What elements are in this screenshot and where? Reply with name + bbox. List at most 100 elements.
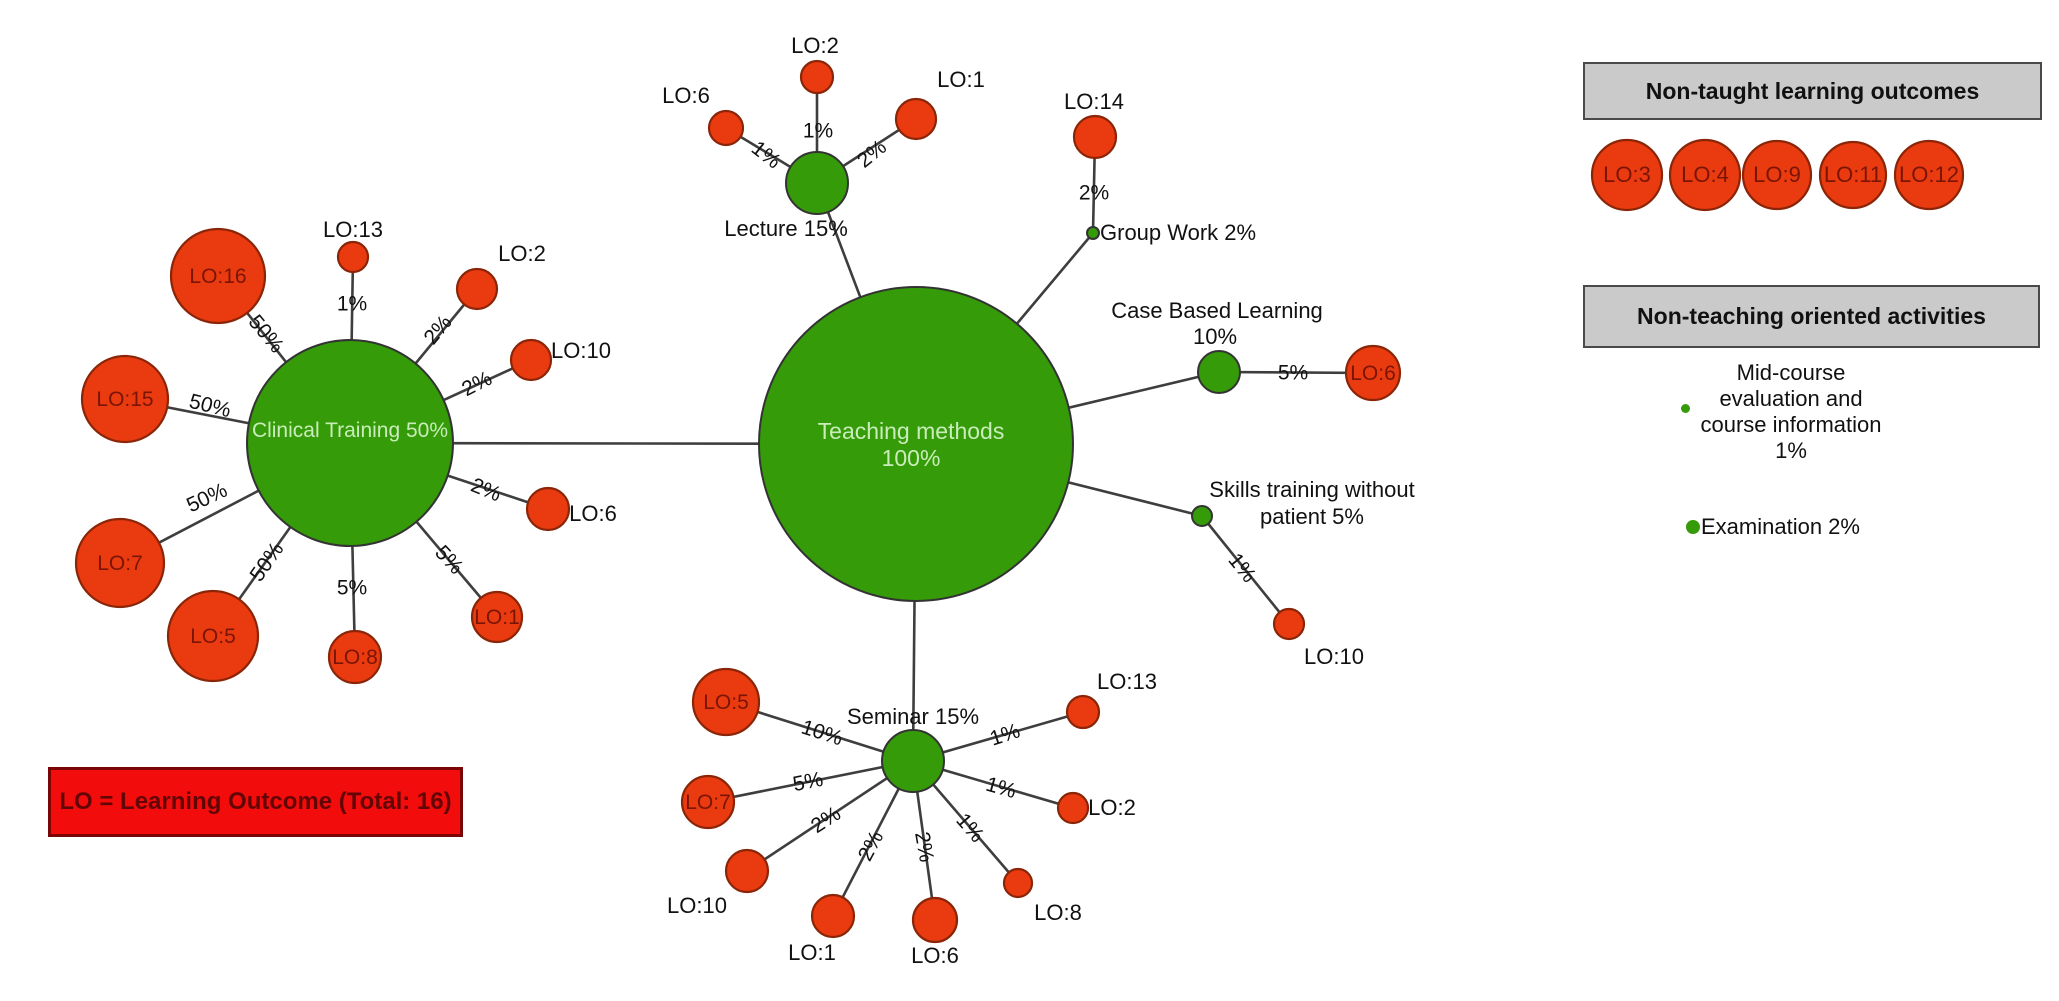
mid-course-line-3: course information bbox=[1700, 412, 1882, 437]
node-label-lec-lo2: LO:2 bbox=[791, 33, 839, 58]
node-case-based-learning bbox=[1197, 350, 1241, 394]
node-sem-lo10 bbox=[724, 848, 770, 894]
node-lec-lo6 bbox=[707, 109, 745, 147]
node-label-ct-lo5: LO:5 bbox=[190, 625, 236, 648]
edge-label-seminar-lo6: 2% bbox=[910, 830, 938, 864]
edge-label-cbl-lo6: 5% bbox=[1278, 362, 1308, 385]
node-label-gw-lo14: LO:14 bbox=[1064, 89, 1124, 114]
edge-label-seminar-lo7: 5% bbox=[791, 768, 825, 796]
node-label-teaching: Teaching methods bbox=[818, 418, 1005, 444]
legend-item-mid-course-evaluation: Mid-course evaluation and course informa… bbox=[1650, 360, 1950, 470]
node-label-legend-lo3: LO:3 bbox=[1603, 162, 1651, 187]
node-label-ct-lo15: LO:15 bbox=[96, 388, 153, 411]
edge-label-clinical-lo8: 5% bbox=[337, 577, 367, 600]
mid-course-line-4: 1% bbox=[1775, 438, 1807, 463]
node-label-cbl-lo6: LO:6 bbox=[1350, 362, 1396, 385]
node-label-group-work: Group Work 2% bbox=[1100, 220, 1256, 245]
node-ct-lo8 bbox=[327, 629, 383, 685]
node-label-sem-lo5: LO:5 bbox=[703, 691, 749, 714]
learning-outcome-note-box: LO = Learning Outcome (Total: 16) bbox=[48, 767, 463, 837]
node-sem-lo1 bbox=[810, 893, 856, 939]
node-sem-lo5 bbox=[691, 667, 761, 737]
node-sem-lo6 bbox=[911, 896, 959, 944]
node-ct-lo16 bbox=[169, 227, 267, 325]
node-legend-lo12 bbox=[1893, 139, 1965, 211]
node-clinical-training bbox=[246, 339, 454, 547]
node-label-seminar: Seminar 15% bbox=[847, 704, 979, 729]
node-legend-lo3 bbox=[1590, 138, 1664, 212]
node-label-ct-lo8: LO:8 bbox=[332, 646, 378, 669]
node-label-ct-lo13: LO:13 bbox=[323, 217, 383, 242]
edge-label-seminar-lo13: 1% bbox=[987, 719, 1023, 750]
node-label-clinical-training: Clinical Training 50% bbox=[252, 419, 448, 442]
node-ct-lo10 bbox=[509, 338, 553, 382]
node-seminar bbox=[881, 729, 945, 793]
node-label-legend-lo9: LO:9 bbox=[1753, 162, 1801, 187]
node-label-case-based-learning-2: 10% bbox=[1193, 324, 1237, 349]
edge-label-clinical-lo13: 1% bbox=[337, 293, 367, 316]
edge-label-seminar-lo2: 1% bbox=[983, 773, 1019, 803]
node-label-ct-lo6: LO:6 bbox=[569, 501, 617, 526]
examination-dot-icon bbox=[1686, 520, 1700, 534]
node-label-ct-lo16: LO:16 bbox=[189, 265, 246, 288]
node-legend-lo4 bbox=[1668, 138, 1742, 212]
node-label-sem-lo6: LO:6 bbox=[911, 943, 959, 968]
node-label-st-lo10: LO:10 bbox=[1304, 644, 1364, 669]
node-sem-lo8 bbox=[1002, 867, 1034, 899]
edge-label-clinical-lo5: 50% bbox=[246, 538, 289, 586]
node-ct-lo7 bbox=[74, 517, 166, 609]
node-ct-lo13 bbox=[336, 240, 370, 274]
legend-non-teaching-title: Non-teaching oriented activities bbox=[1637, 303, 1986, 329]
legend-non-taught-title: Non-taught learning outcomes bbox=[1645, 77, 1980, 104]
node-label-legend-lo12: LO:12 bbox=[1899, 162, 1959, 187]
node-label-lec-lo6: LO:6 bbox=[662, 83, 710, 108]
edge-label-seminar-lo5: 10% bbox=[798, 716, 845, 751]
node-sem-lo2 bbox=[1056, 791, 1090, 825]
node-label-lec-lo1: LO:1 bbox=[937, 67, 985, 92]
mid-course-line-1: Mid-course bbox=[1736, 360, 1846, 385]
mid-course-dot-icon bbox=[1681, 404, 1690, 413]
node-group-work bbox=[1086, 226, 1100, 240]
learning-outcome-note-label: LO = Learning Outcome (Total: 16) bbox=[59, 788, 452, 815]
node-skills-training bbox=[1191, 505, 1213, 527]
node-label-skills-training-2: patient 5% bbox=[1260, 504, 1364, 529]
mid-course-line-2: evaluation and bbox=[1719, 386, 1863, 411]
node-label-sem-lo7: LO:7 bbox=[685, 791, 731, 814]
node-label-legend-lo11: LO:11 bbox=[1824, 162, 1882, 187]
node-label-ct-lo10: LO:10 bbox=[551, 338, 611, 363]
node-teaching bbox=[758, 286, 1074, 602]
node-ct-lo5 bbox=[166, 589, 260, 683]
node-ct-lo2 bbox=[455, 267, 499, 311]
node-label-sem-lo13: LO:13 bbox=[1097, 669, 1157, 694]
node-label-ct-lo1: LO:1 bbox=[474, 606, 520, 629]
node-label-ct-lo7: LO:7 bbox=[97, 552, 143, 575]
node-label-teaching-2: 100% bbox=[882, 445, 941, 471]
edge-label-lecture-lo6: 1% bbox=[747, 137, 785, 174]
node-label-sem-lo1: LO:1 bbox=[788, 940, 836, 965]
examination-label: Examination 2% bbox=[1701, 514, 1860, 539]
edge-label-clinical-lo10: 2% bbox=[458, 367, 495, 401]
edge-label-clinical-lo7: 50% bbox=[183, 479, 231, 518]
node-lec-lo1 bbox=[894, 97, 938, 141]
edge-label-seminar-lo1: 2% bbox=[854, 827, 889, 865]
node-label-skills-training: Skills training without bbox=[1209, 477, 1414, 502]
edge-label-seminar-lo10: 2% bbox=[807, 802, 845, 838]
node-label-case-based-learning: Case Based Learning bbox=[1111, 298, 1323, 323]
node-lec-lo2 bbox=[799, 59, 835, 95]
edge-label-clinical-lo6: 2% bbox=[468, 474, 505, 507]
node-sem-lo13 bbox=[1065, 694, 1101, 730]
mid-course-label: Mid-course evaluation and course informa… bbox=[1696, 360, 1886, 464]
edge-label-clinical-lo15: 50% bbox=[187, 390, 233, 422]
edge-seminar-lo10 bbox=[746, 759, 914, 873]
node-ct-lo6 bbox=[525, 486, 571, 532]
node-label-ct-lo2: LO:2 bbox=[498, 241, 546, 266]
node-label-lecture: Lecture 15% bbox=[724, 216, 848, 241]
edge-seminar-lo7 bbox=[707, 759, 914, 804]
node-label-sem-lo8: LO:8 bbox=[1034, 900, 1082, 925]
node-cbl-lo6 bbox=[1344, 344, 1402, 402]
edge-skills-lo10 bbox=[1200, 515, 1291, 625]
edge-label-groupwork-lo14: 2% bbox=[1079, 182, 1109, 205]
legend-non-taught-header: Non-taught learning outcomes bbox=[1583, 62, 2042, 120]
edge-label-lecture-lo1: 2% bbox=[853, 136, 891, 173]
